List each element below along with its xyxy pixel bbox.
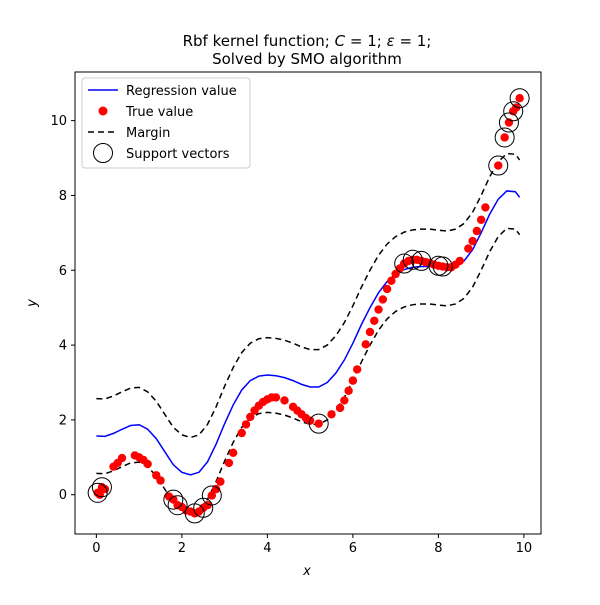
true-value-point: [494, 161, 503, 170]
y-axis-label: y: [25, 299, 40, 308]
true-value-point: [280, 396, 289, 405]
x-axis-label: x: [302, 564, 311, 579]
true-value-point: [387, 276, 396, 285]
true-value-point: [382, 284, 392, 294]
title-eps-value: = 1;: [395, 32, 432, 50]
y-tick-label: 8: [59, 189, 67, 204]
tick-layer: 0 2 4 6 8 10 0 2 4 6 8 10: [50, 114, 532, 556]
true-value-point: [207, 491, 217, 500]
true-value-point: [370, 316, 379, 325]
true-value-point: [500, 133, 509, 142]
data-layer: [87, 88, 530, 524]
legend-label-true-value: True value: [125, 105, 193, 120]
x-tick-label: 10: [516, 541, 533, 556]
true-value-point: [468, 236, 477, 246]
true-value-point: [455, 256, 464, 266]
support-vector-marker: [498, 112, 519, 133]
true-value-point: [464, 244, 473, 253]
true-value-point: [340, 396, 349, 405]
chart-title-line1: Rbf kernel function; C = 1; ε = 1;: [183, 32, 432, 50]
true-value-point: [378, 295, 388, 304]
support-vector-marker: [503, 101, 524, 122]
true-value-point: [241, 420, 251, 429]
support-vector-marker: [87, 482, 108, 503]
title-eps-symbol: ε: [387, 32, 395, 50]
true-value-point: [228, 448, 238, 458]
true-value-point: [156, 476, 165, 485]
true-value-point: [348, 376, 358, 385]
true-value-point: [216, 477, 225, 486]
x-tick-label: 2: [178, 541, 186, 556]
support-vector-marker: [488, 155, 509, 176]
support-vector-marker: [167, 495, 188, 516]
legend-label-support-vectors: Support vectors: [126, 147, 230, 162]
support-vector-marker: [494, 127, 515, 148]
true-value-point: [374, 305, 383, 314]
title-c-value: = 1;: [345, 32, 386, 50]
y-tick-label: 6: [59, 264, 67, 279]
x-tick-label: 0: [92, 541, 100, 556]
legend: Regression value True value Margin Suppo…: [81, 77, 251, 169]
true-value-point: [472, 226, 482, 236]
x-tick-label: 6: [349, 541, 357, 556]
plot-frame: [74, 71, 542, 535]
x-tick-label: 4: [263, 541, 271, 556]
true-value-point: [117, 453, 127, 463]
true-value-point: [327, 410, 336, 419]
true-value-point: [481, 203, 490, 212]
true-value-point: [211, 484, 221, 494]
support-vector-marker: [394, 253, 415, 274]
true-value-point: [361, 340, 370, 349]
title-c-symbol: C: [335, 32, 346, 50]
true-value-point: [365, 327, 375, 337]
support-vector-marker: [91, 477, 112, 498]
true-value-point: [352, 365, 362, 374]
support-vector-marker: [193, 497, 214, 518]
legend-frame: [81, 77, 251, 169]
support-vector-marker: [163, 489, 184, 510]
legend-support-vector-circle: [93, 143, 113, 163]
support-vector-marker: [201, 485, 222, 506]
support-vector-marker: [308, 413, 329, 434]
title-prefix: Rbf kernel function;: [183, 32, 335, 50]
true-value-point: [344, 386, 353, 395]
legend-true-value-dot: [98, 106, 108, 116]
support-vector-marker: [509, 88, 530, 109]
x-tick-label: 8: [434, 541, 442, 556]
y-tick-label: 10: [50, 114, 67, 129]
true-value-point: [515, 93, 524, 103]
y-tick-label: 2: [59, 413, 67, 428]
support-vector-marker: [432, 256, 453, 277]
true-value-point: [246, 412, 255, 422]
chart-title-line2: Solved by SMO algorithm: [212, 50, 402, 68]
true-value-point: [314, 419, 323, 428]
true-value-point: [335, 403, 345, 413]
support-vector-marker: [402, 249, 423, 270]
legend-label-regression: Regression value: [126, 84, 237, 99]
true-value-point: [224, 458, 234, 468]
true-value-point: [476, 215, 486, 224]
legend-label-margin: Margin: [126, 126, 170, 141]
lower-margin-line: [96, 227, 521, 514]
true-value-point: [143, 459, 152, 469]
regression-line: [96, 190, 521, 476]
true-value-point: [237, 428, 246, 438]
upper-margin-line: [96, 152, 521, 439]
y-tick-label: 4: [59, 339, 67, 354]
true-value-point: [271, 393, 281, 402]
y-tick-label: 0: [59, 488, 67, 503]
